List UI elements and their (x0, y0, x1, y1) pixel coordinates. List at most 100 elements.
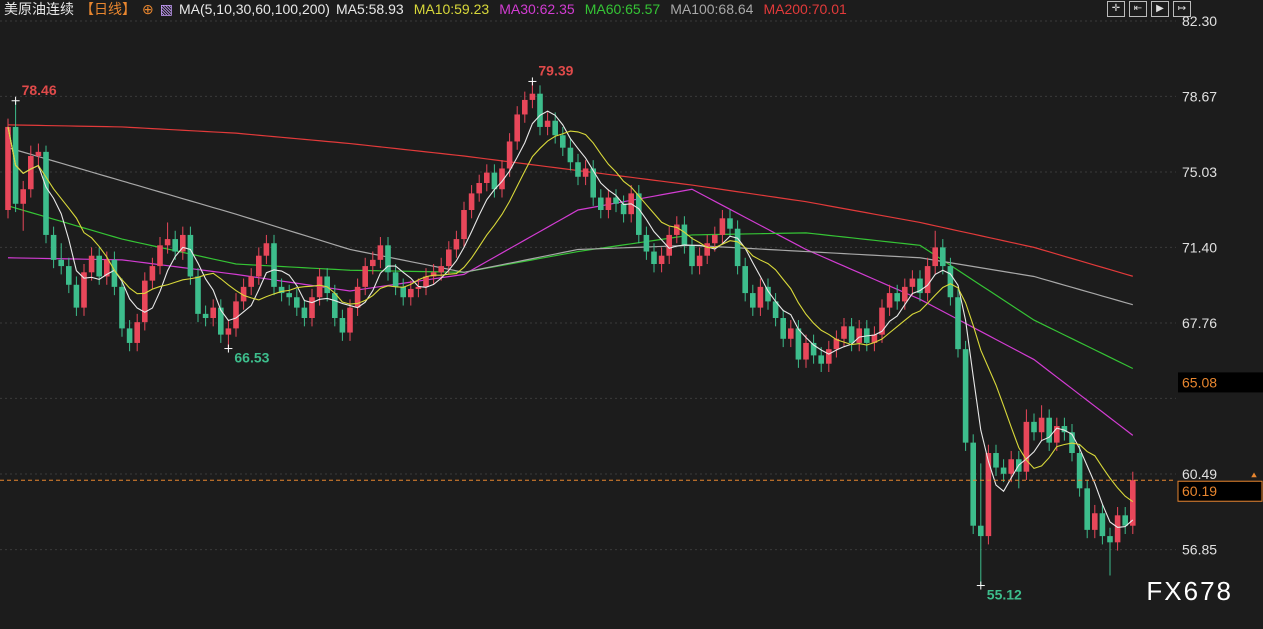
toolbar: ✛ ⇤ ▶ ↦ (1107, 1, 1191, 17)
candle (734, 220, 741, 275)
candle-body (750, 293, 756, 308)
exit-icon[interactable]: ↦ (1173, 1, 1191, 17)
candle (180, 226, 186, 260)
candle (347, 299, 353, 341)
candle-body (240, 286, 247, 302)
ma-legend-item: MA100:68.64 (670, 0, 754, 17)
candle-body (681, 224, 688, 246)
candle (1107, 527, 1113, 576)
candle (795, 320, 802, 368)
candle-body (712, 234, 718, 244)
candle (696, 247, 703, 275)
candle-body (484, 172, 490, 184)
ma-line-ma60 (7, 205, 1134, 370)
candle (430, 264, 437, 285)
candle (370, 251, 376, 275)
indicator-chart-icon[interactable]: ▧ (159, 0, 173, 17)
candle-body (719, 218, 726, 235)
candle-body (256, 255, 262, 277)
candle (119, 278, 125, 337)
candle (560, 126, 566, 157)
candle-body (871, 334, 878, 343)
last-price-box (1177, 480, 1263, 502)
candle-body (674, 224, 680, 235)
candle-body (985, 453, 992, 537)
candle-body (43, 151, 49, 235)
candle-body (294, 297, 300, 308)
candle (750, 284, 756, 316)
candle-body (582, 168, 589, 177)
candle-body (81, 272, 87, 308)
candle (590, 160, 596, 206)
candle-body (362, 266, 368, 287)
candle-body (248, 276, 254, 287)
candle (202, 305, 209, 327)
candle-body (598, 197, 604, 211)
candle (879, 299, 885, 343)
candle-body (142, 280, 148, 323)
candle (803, 334, 809, 368)
crosshair-icon[interactable]: ✛ (1107, 1, 1125, 17)
candle-body (909, 278, 916, 287)
candle-body (620, 203, 627, 215)
candle (468, 185, 475, 219)
candle-body (1054, 426, 1060, 443)
candle-body (354, 286, 361, 308)
candle (225, 320, 232, 349)
candle (1061, 417, 1068, 441)
candle-body (651, 251, 657, 265)
candle-body (970, 442, 976, 526)
candle (149, 257, 156, 289)
candle-body (894, 293, 900, 302)
candle (88, 247, 95, 281)
candle-body (278, 286, 285, 294)
candle (856, 320, 862, 352)
candle-body (848, 326, 855, 343)
candle-body (636, 193, 642, 235)
candle (674, 216, 680, 244)
candle (506, 133, 513, 177)
extreme-label: 55.12 (987, 587, 1022, 603)
candle-body (978, 525, 984, 537)
candle (651, 243, 657, 273)
instrument-name: 美原油连续 (4, 0, 74, 17)
add-circle-icon[interactable]: ⊕ (142, 0, 154, 17)
candle-body (856, 328, 862, 343)
ma-legend-item: MA10:59.23 (413, 0, 490, 17)
candle (111, 251, 118, 296)
candle (544, 112, 551, 136)
candle-body (499, 168, 505, 190)
candle (377, 237, 384, 269)
chart-header: 美原油连续 【日线】 ⊕ ▧ MA(5,10,30,60,100,200) MA… (4, 0, 847, 18)
candle-body (917, 278, 923, 294)
candle (727, 210, 733, 238)
ma-line-ma100 (7, 147, 1133, 306)
candle-body (818, 355, 824, 364)
candle (1038, 405, 1045, 441)
candle (499, 160, 505, 198)
ma-legend-item: MA200:70.01 (763, 0, 847, 17)
candle-body (522, 99, 528, 115)
candle (1031, 413, 1037, 441)
candle (354, 278, 361, 316)
candle-body (658, 255, 665, 265)
period-selector[interactable]: 【日线】 (80, 0, 136, 17)
candle (1114, 507, 1121, 551)
candle-body (514, 114, 520, 142)
play-icon[interactable]: ▶ (1151, 1, 1169, 17)
candle (552, 112, 558, 144)
candle (286, 284, 292, 306)
candle-body (438, 266, 444, 273)
candle (446, 241, 452, 275)
candle (955, 288, 961, 358)
candle-body (924, 266, 931, 294)
candle (96, 247, 102, 285)
candle-body (727, 218, 733, 229)
zoom-in-icon[interactable]: ⇤ (1129, 1, 1147, 17)
candle-body (1000, 467, 1007, 474)
candle-body (993, 453, 999, 468)
indicator-name[interactable]: MA(5,10,30,60,100,200) (178, 0, 330, 17)
candle-body (940, 247, 946, 267)
candle-body (780, 318, 786, 339)
candle-body (826, 349, 832, 364)
